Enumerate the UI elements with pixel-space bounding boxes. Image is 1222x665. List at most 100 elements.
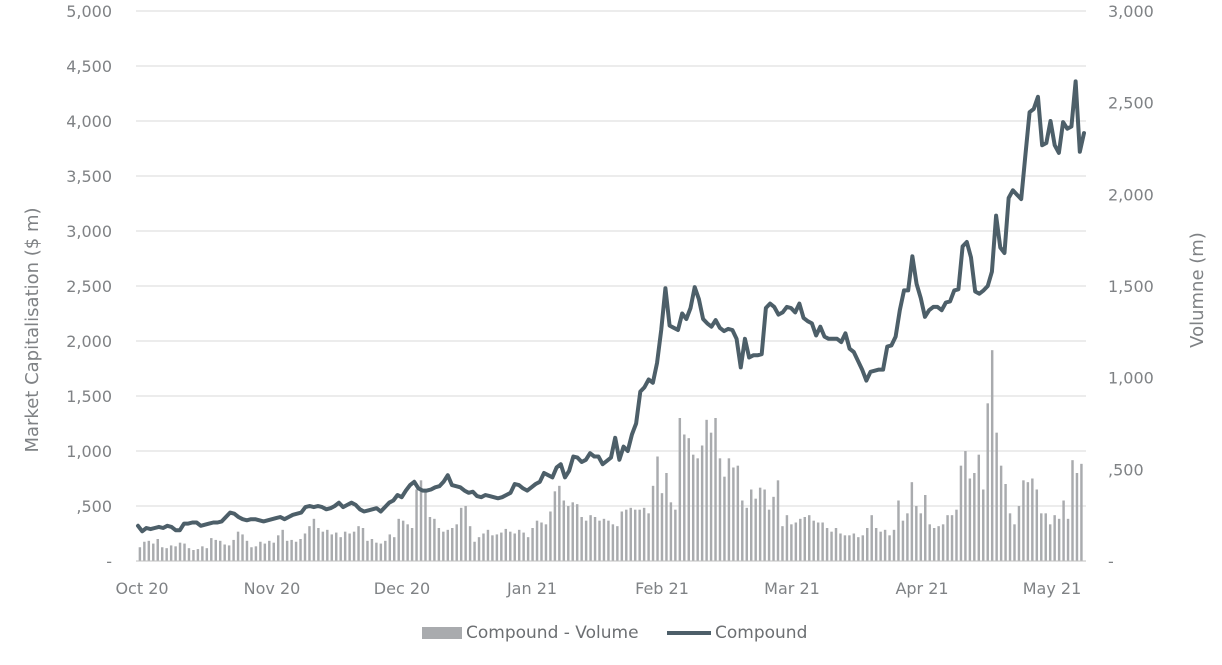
left-axis-ticks: - ,500 1,000 1,500 2,000 2,500 3,000 3,500 4,000…	[66, 2, 112, 571]
volume-bar	[442, 531, 445, 561]
volume-bar	[986, 403, 989, 561]
compound-line	[136, 79, 1086, 534]
volume-bar	[348, 533, 351, 561]
volume-bar	[428, 517, 432, 561]
volume-bar	[218, 540, 222, 561]
volume-bar	[834, 528, 838, 561]
volume-bar	[598, 520, 601, 561]
volume-bar	[223, 544, 226, 561]
volume-bar	[727, 458, 731, 561]
left-tick-label: 4,500	[66, 57, 112, 76]
x-tick-label: Feb 21	[635, 579, 689, 598]
volume-bar	[1066, 518, 1070, 561]
volume-bar	[437, 528, 441, 561]
volume-bar	[375, 542, 378, 561]
volume-bar	[620, 511, 624, 561]
volume-bar	[540, 522, 543, 561]
left-tick-label: 3,000	[66, 222, 112, 241]
volume-bar	[482, 533, 485, 561]
volume-bar	[415, 489, 418, 561]
volume-bar	[950, 515, 954, 561]
volume-bar	[500, 532, 503, 561]
legend-volume-swatch	[422, 627, 462, 639]
volume-bar	[321, 531, 325, 561]
right-tick-label: 3,000	[1108, 2, 1154, 21]
volume-bar	[633, 509, 637, 561]
right-axis-ticks: - ,500 1,000 1,500 2,000 2,500 3,000	[1108, 2, 1154, 571]
volume-bar	[919, 513, 923, 561]
volume-bar	[656, 456, 659, 561]
volume-bar	[932, 528, 936, 561]
volume-bar	[691, 454, 695, 561]
volume-bar	[821, 522, 824, 561]
volume-bar	[1053, 515, 1056, 561]
volume-bar	[839, 533, 842, 561]
legend-volume-label: Compound - Volume	[466, 623, 639, 643]
volume-bar	[937, 526, 940, 561]
volume-bar	[602, 518, 606, 561]
volume-bar	[241, 534, 244, 561]
volume-bar	[1004, 484, 1007, 561]
volume-bar	[1022, 480, 1025, 561]
volume-bar	[245, 540, 249, 561]
volume-bar	[785, 515, 789, 561]
volume-bar	[227, 545, 231, 561]
volume-bar	[268, 540, 271, 561]
volume-bar	[750, 489, 753, 561]
volume-bar	[866, 528, 869, 561]
left-tick-label: 2,500	[66, 277, 112, 296]
volume-bar	[285, 540, 289, 561]
volume-bar	[906, 513, 909, 561]
volume-bar	[473, 541, 476, 561]
volume-bar	[326, 529, 329, 561]
volume-bar	[901, 520, 905, 561]
volume-bar	[874, 528, 878, 561]
volume-bar	[183, 543, 186, 561]
left-tick-label: 2,000	[66, 332, 112, 351]
volume-bar	[1057, 518, 1061, 561]
volume-bar	[259, 541, 262, 561]
volume-bar	[165, 548, 168, 561]
volume-bar	[232, 539, 235, 561]
volume-bar	[982, 489, 985, 561]
volume-bar	[455, 524, 458, 561]
volume-bar	[928, 524, 931, 561]
volume-bar	[995, 432, 998, 561]
volume-bar	[352, 531, 356, 561]
volume-bar	[178, 542, 182, 561]
volume-bar	[767, 509, 771, 561]
volume-bar	[138, 547, 142, 561]
volume-bar	[857, 537, 860, 561]
volume-bar	[848, 535, 851, 561]
volume-bar	[486, 529, 490, 561]
volume-bar	[254, 546, 258, 561]
volume-bar	[379, 543, 383, 561]
volume-bar	[366, 540, 369, 561]
volume-bar	[816, 522, 820, 561]
x-tick-label: Apr 21	[895, 579, 948, 598]
volume-bar	[562, 500, 566, 561]
volume-bar	[879, 531, 882, 561]
volume-bar	[459, 507, 463, 561]
left-tick-label: 3,500	[66, 167, 112, 186]
volume-bar	[723, 476, 726, 561]
volume-bar	[1026, 482, 1030, 561]
volume-bar	[915, 506, 918, 561]
volume-bar	[660, 493, 664, 561]
volume-bars	[138, 350, 1083, 561]
volume-bar	[544, 524, 548, 561]
volume-bar	[959, 465, 963, 561]
volume-bar	[745, 507, 748, 561]
volume-bar	[317, 528, 320, 561]
legend-line-label: Compound	[715, 623, 807, 643]
volume-bar	[625, 509, 628, 561]
volume-bar	[1017, 506, 1021, 561]
volume-bar	[370, 539, 374, 561]
x-axis-ticks: Oct 20 Nov 20 Dec 20 Jan 21 Feb 21 Mar 21 Apr …	[115, 579, 1081, 598]
volume-bar	[647, 513, 650, 561]
volume-bar	[803, 517, 806, 561]
volume-bar	[236, 531, 240, 561]
volume-bar	[214, 539, 217, 561]
volume-bar	[397, 518, 400, 561]
volume-bar	[192, 550, 195, 561]
